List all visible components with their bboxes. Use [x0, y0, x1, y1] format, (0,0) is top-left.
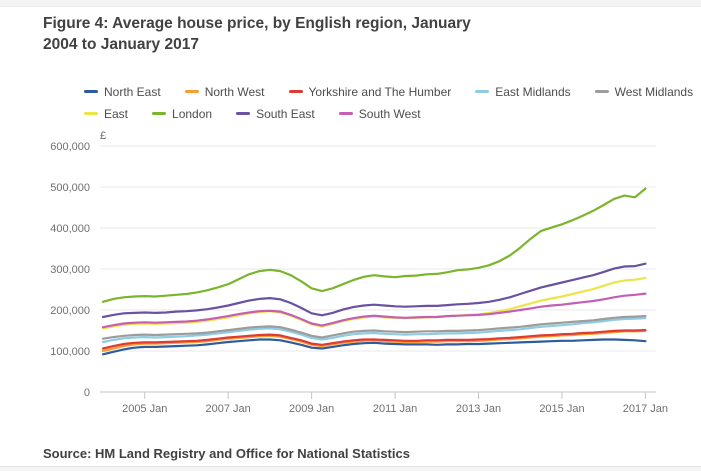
legend-swatch-icon	[594, 90, 609, 93]
legend-swatch-icon	[288, 90, 303, 93]
legend-item-north-east: North East	[84, 85, 161, 99]
series-line-yorkshire-and-the-humber	[101, 329, 647, 350]
y-axis-tick-label: 600,000	[50, 141, 90, 153]
legend-swatch-icon	[338, 112, 353, 115]
series-line-south-east	[101, 262, 647, 319]
legend-label: East	[104, 106, 129, 121]
legend-swatch-icon	[236, 112, 251, 115]
page-top-divider	[0, 0, 701, 7]
line-chart: 0 100,000 200,000 300,000 400,000 500,000 600,…	[0, 130, 701, 420]
legend-item-north-west: North West	[184, 84, 265, 99]
page-bottom-divider	[0, 466, 701, 471]
legend-item-south-east: South East	[236, 107, 315, 121]
series-line-london	[101, 187, 647, 303]
source-note: Source: HM Land Registry and Office for …	[43, 446, 410, 461]
legend-item-east: East	[84, 107, 128, 121]
legend-item-west-midlands: West Midlands	[594, 84, 694, 99]
x-axis-tick-label: 2017 Jan	[623, 403, 668, 415]
legend-item-yorkshire-and-the-humber: Yorkshire and The Humber	[288, 84, 452, 99]
legend-label: Yorkshire and The Humber	[308, 84, 452, 99]
series-line-north-east	[101, 338, 647, 356]
chart-legend: North East North West Yorkshire and The Hu…	[84, 85, 694, 129]
y-axis-tick-label: 500,000	[50, 182, 90, 194]
y-axis-tick-label: 200,000	[50, 305, 90, 317]
x-axis-tick-label: 2015 Jan	[539, 403, 584, 415]
legend-label: North East	[104, 84, 161, 99]
y-axis-unit-label: £	[100, 130, 106, 142]
legend-item-east-midlands: East Midlands	[475, 84, 571, 99]
y-axis-tick-label: 0	[84, 387, 90, 399]
legend-swatch-icon	[84, 90, 98, 93]
x-axis-tick-label: 2009 Jan	[289, 403, 334, 415]
chart-canvas: 0 100,000 200,000 300,000 400,000 500,000 600,…	[50, 130, 668, 415]
legend-swatch-icon	[152, 112, 167, 115]
legend-label: West Midlands	[614, 84, 694, 99]
legend-label: South East	[256, 106, 315, 121]
legend-label: East Midlands	[495, 84, 571, 99]
legend-item-south-west: South West	[338, 106, 421, 121]
legend-row-1: North East North West Yorkshire and The Hu…	[84, 84, 694, 99]
series-line-south-west	[101, 292, 647, 329]
x-axis-tick-label: 2005 Jan	[122, 403, 167, 415]
legend-swatch-icon	[475, 90, 490, 93]
legend-row-2: East London South East South West	[84, 106, 694, 121]
legend-item-london: London	[152, 107, 212, 121]
y-axis-tick-label: 400,000	[50, 223, 90, 235]
legend-swatch-icon	[84, 112, 98, 115]
x-axis-tick-label: 2011 Jan	[373, 403, 417, 415]
x-axis-tick-label: 2013 Jan	[456, 403, 501, 415]
figure-title: Figure 4: Average house price, by Englis…	[43, 13, 623, 55]
x-axis-tick-label: 2007 Jan	[206, 403, 251, 415]
y-axis-tick-label: 100,000	[50, 346, 90, 358]
legend-swatch-icon	[184, 90, 199, 93]
series-line-west-midlands	[101, 315, 647, 340]
series-line-east-midlands	[101, 317, 647, 344]
legend-label: London	[172, 106, 213, 121]
y-axis-tick-label: 300,000	[50, 264, 90, 276]
figure-title-line2: 2004 to January 2017	[43, 36, 199, 53]
legend-label: South West	[358, 106, 421, 121]
legend-label: North West	[204, 84, 265, 99]
figure-title-line1: Figure 4: Average house price, by Englis…	[43, 15, 471, 32]
